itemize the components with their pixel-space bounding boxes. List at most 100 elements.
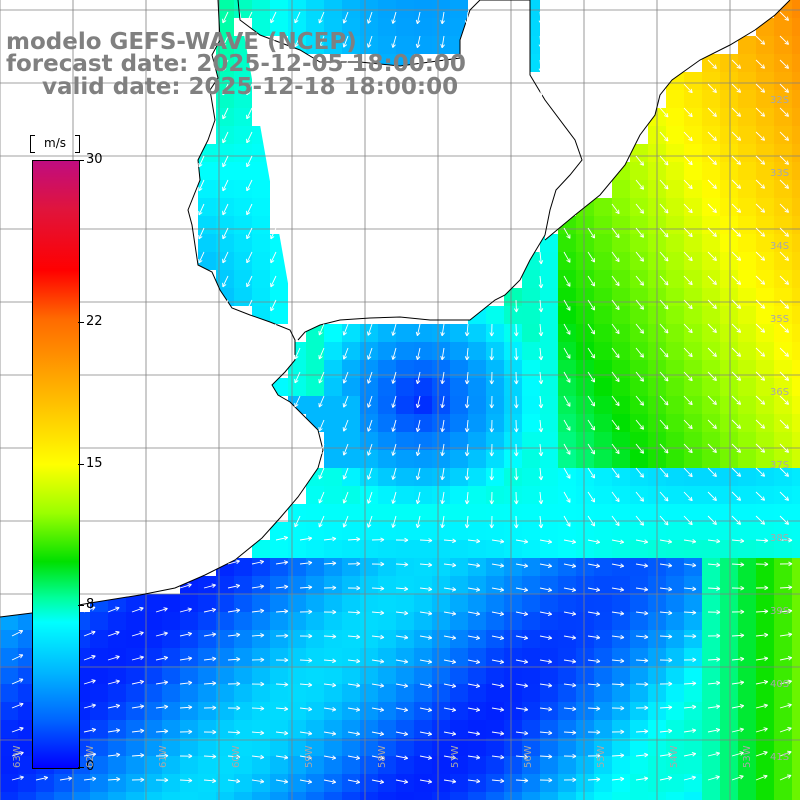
wind-arrow bbox=[683, 131, 693, 142]
wind-cell bbox=[666, 252, 684, 270]
wind-arrow bbox=[347, 683, 361, 688]
wind-cell bbox=[414, 576, 432, 594]
wind-arrow bbox=[635, 419, 645, 430]
wind-arrow bbox=[563, 467, 571, 479]
wind-arrow bbox=[464, 11, 470, 25]
wind-cell bbox=[360, 504, 378, 522]
wind-cell bbox=[270, 540, 288, 558]
wind-cell bbox=[342, 18, 360, 36]
wind-arrow bbox=[415, 491, 421, 505]
wind-arrow bbox=[563, 563, 577, 568]
wind-cell bbox=[342, 774, 360, 792]
wind-arrow bbox=[275, 535, 289, 541]
wind-cell bbox=[450, 558, 468, 576]
wind-cell bbox=[360, 684, 378, 702]
longitude-label: 60W bbox=[231, 745, 242, 768]
wind-arrow bbox=[587, 587, 601, 592]
wind-arrow bbox=[587, 611, 601, 616]
wind-cell bbox=[594, 756, 612, 774]
wind-cell bbox=[234, 126, 252, 144]
wind-cell bbox=[792, 180, 800, 198]
wind-arrow bbox=[539, 611, 553, 616]
wind-arrow bbox=[683, 775, 696, 781]
wind-cell bbox=[252, 252, 270, 270]
wind-cell bbox=[540, 666, 558, 684]
wind-cell bbox=[792, 306, 800, 324]
wind-cell bbox=[414, 396, 432, 414]
wind-arrow bbox=[683, 681, 697, 686]
wind-cell bbox=[342, 648, 360, 666]
wind-cell bbox=[396, 0, 414, 18]
wind-arrow bbox=[635, 587, 649, 592]
wind-cell bbox=[234, 702, 252, 720]
wind-arrow bbox=[779, 131, 789, 141]
wind-cell bbox=[558, 270, 576, 288]
wind-cell bbox=[432, 612, 450, 630]
wind-arrow bbox=[419, 635, 433, 640]
wind-cell bbox=[216, 756, 234, 774]
wind-arrow bbox=[83, 703, 96, 709]
wind-cell bbox=[360, 792, 378, 800]
wind-arrow bbox=[491, 611, 505, 616]
wind-arrow bbox=[222, 59, 229, 72]
wind-cell bbox=[306, 540, 324, 558]
wind-arrow bbox=[419, 562, 433, 568]
wind-cell bbox=[666, 612, 684, 630]
wind-arrow bbox=[779, 561, 793, 567]
wind-arrow bbox=[198, 179, 205, 192]
wind-arrow bbox=[83, 752, 97, 757]
wind-arrow bbox=[539, 706, 553, 712]
wind-arrow bbox=[659, 443, 669, 454]
wind-cell bbox=[414, 774, 432, 792]
wind-arrow bbox=[779, 395, 789, 405]
wind-cell bbox=[738, 486, 756, 504]
wind-cell bbox=[630, 756, 648, 774]
wind-cell bbox=[702, 648, 720, 666]
wind-arrow bbox=[683, 751, 697, 757]
wind-cell bbox=[630, 612, 648, 630]
wind-cell bbox=[324, 630, 342, 648]
wind-arrow bbox=[443, 779, 457, 784]
wind-cell bbox=[270, 666, 288, 684]
wind-cell bbox=[594, 612, 612, 630]
wind-cell bbox=[342, 792, 360, 800]
wind-arrow bbox=[467, 538, 481, 544]
colorbar-tick-label: 30 bbox=[78, 152, 103, 167]
wind-cell bbox=[270, 306, 288, 324]
wind-arrow bbox=[203, 754, 217, 759]
wind-cell bbox=[522, 468, 540, 486]
wind-cell bbox=[468, 432, 486, 450]
wind-arrow bbox=[227, 754, 241, 760]
wind-cell bbox=[702, 234, 720, 252]
wind-arrow bbox=[179, 680, 193, 686]
wind-cell bbox=[270, 576, 288, 594]
wind-cell bbox=[234, 648, 252, 666]
wind-arrow bbox=[587, 347, 596, 359]
wind-cell bbox=[684, 576, 702, 594]
land-mask bbox=[0, 0, 800, 617]
wind-cell bbox=[252, 558, 270, 576]
wind-cell bbox=[396, 504, 414, 522]
wind-cell bbox=[738, 324, 756, 342]
wind-cell bbox=[216, 720, 234, 738]
wind-cell bbox=[126, 720, 144, 738]
wind-arrow bbox=[538, 11, 544, 25]
wind-cell bbox=[306, 504, 324, 522]
wind-cell bbox=[396, 324, 414, 342]
wind-cell bbox=[756, 666, 774, 684]
wind-cell bbox=[450, 342, 468, 360]
wind-cell bbox=[612, 504, 630, 522]
wind-cell bbox=[90, 666, 108, 684]
wind-cell bbox=[90, 738, 108, 756]
wind-cell bbox=[432, 630, 450, 648]
wind-cell bbox=[738, 612, 756, 630]
wind-cell bbox=[522, 396, 540, 414]
wind-arrow bbox=[683, 467, 693, 478]
wind-arrow bbox=[635, 658, 649, 663]
wind-cell bbox=[198, 648, 216, 666]
wind-cell bbox=[0, 774, 18, 792]
wind-cell bbox=[324, 648, 342, 666]
wind-cell bbox=[450, 450, 468, 468]
wind-arrow bbox=[635, 681, 649, 687]
wind-arrow bbox=[367, 35, 373, 48]
